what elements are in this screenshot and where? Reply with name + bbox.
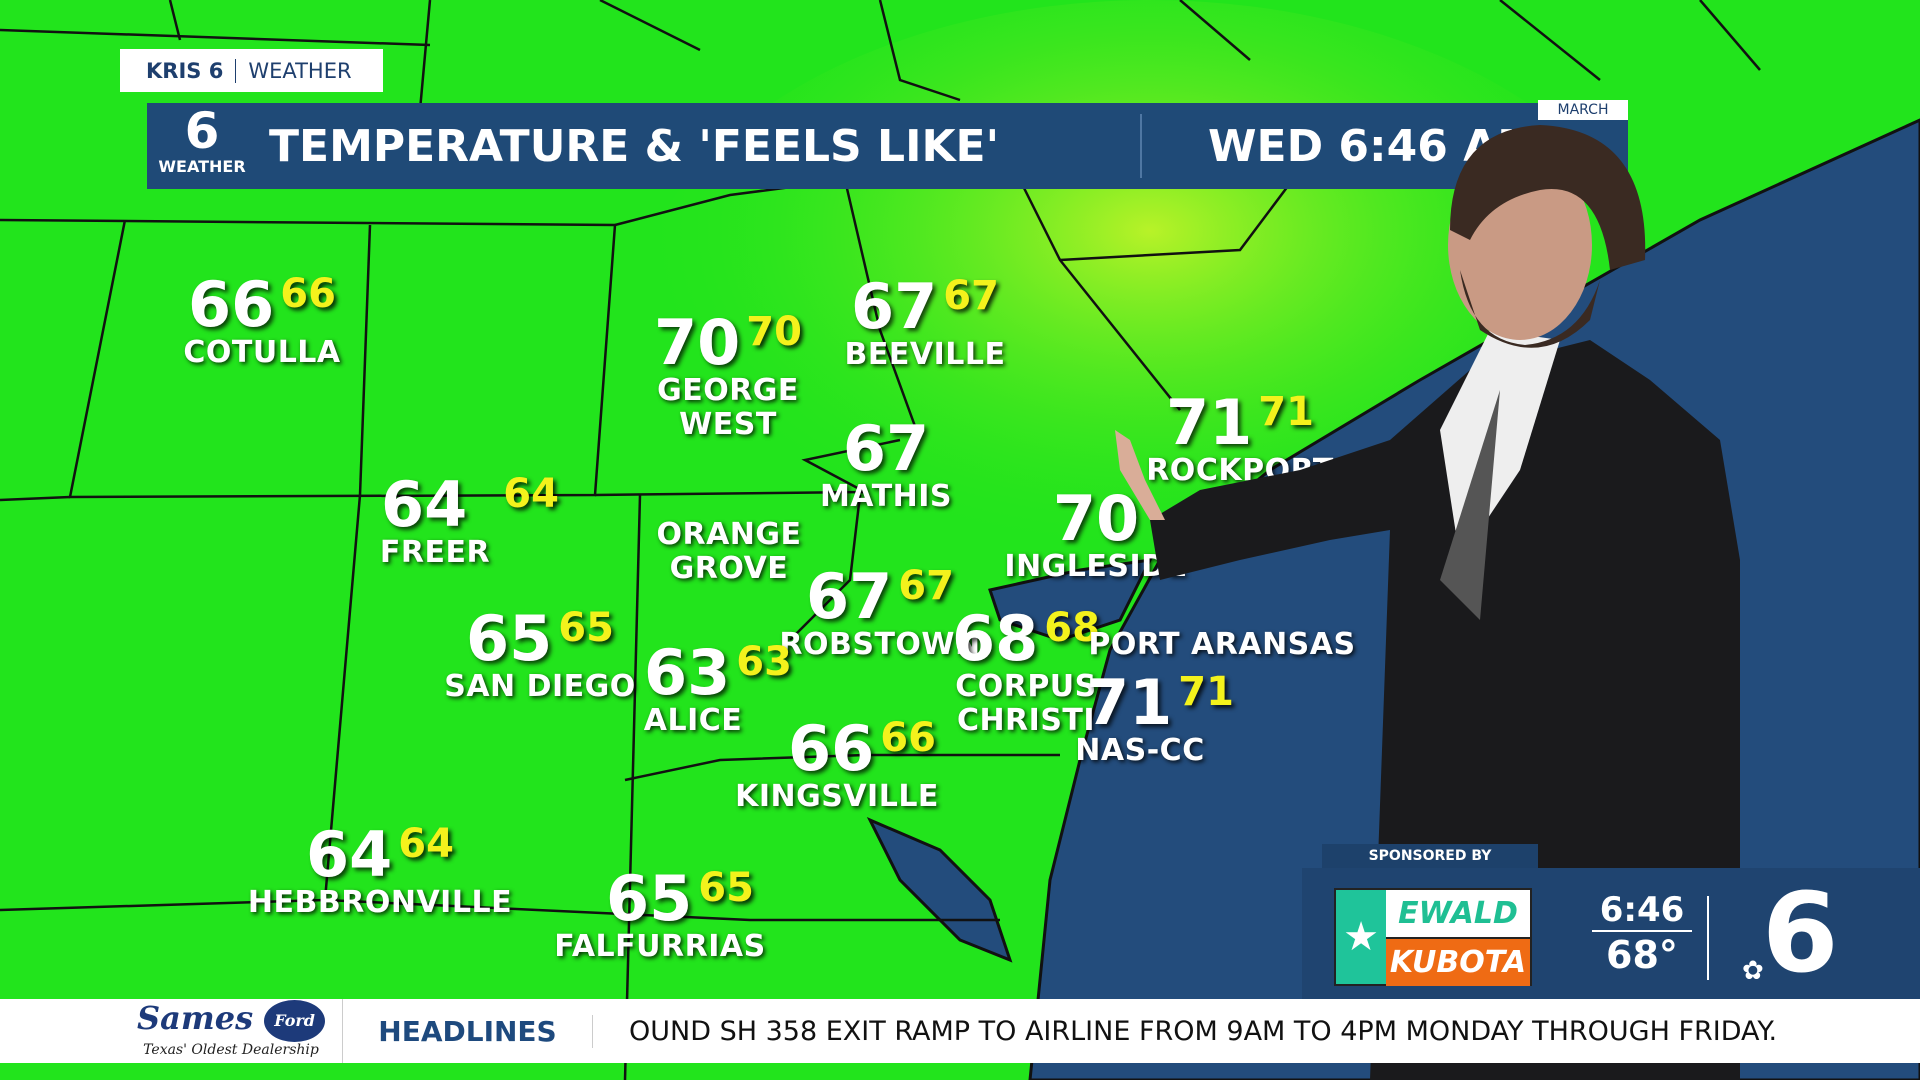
nbc-peacock-icon: ✿	[1742, 956, 1764, 986]
city-name: SAN DIEGO	[444, 669, 636, 704]
station-number: 6	[1762, 869, 1839, 997]
advertiser-tagline: Texas' Oldest Dealership	[143, 1041, 319, 1058]
city-freer: 64 64 FREER	[380, 474, 560, 570]
city-name: FREER	[379, 535, 491, 570]
temperature: 65	[606, 862, 693, 935]
temperature: 66	[188, 268, 275, 341]
news-ticker: Sames Ford Texas' Oldest Dealership HEAD…	[0, 999, 1920, 1063]
temperature: 65	[466, 602, 553, 675]
city-name: ROCKPORT	[1146, 453, 1334, 488]
day-time: WED 6:46 AM	[1208, 120, 1542, 172]
logo-label: WEATHER	[158, 157, 246, 176]
feels-like: 63	[736, 639, 792, 685]
station-name: KRIS 6	[146, 58, 224, 83]
temperature: 64	[381, 468, 468, 541]
divider	[1140, 114, 1142, 178]
page-title: TEMPERATURE & 'FEELS LIKE'	[269, 120, 1000, 172]
ford-badge: Ford	[264, 999, 325, 1042]
city-name: ROBSTOWN	[779, 627, 981, 662]
feels-like: 66	[880, 715, 936, 761]
city-san-diego: 65 65 SAN DIEGO	[444, 608, 636, 704]
temperature: 70	[654, 306, 741, 379]
city-port-aransas: PORT ARANSAS	[1088, 628, 1355, 662]
feels-like: 65	[698, 865, 754, 911]
city-nas-cc: 71 71 NAS-CC	[1075, 672, 1244, 768]
station-tab: KRIS 6 WEATHER	[120, 49, 383, 92]
sponsor-name-top: EWALD	[1386, 890, 1530, 937]
star-icon: ★	[1336, 890, 1386, 984]
city-name: ALICE	[643, 703, 743, 738]
sponsored-by-label: SPONSORED BY	[1322, 844, 1538, 868]
sponsor-name-bottom: KUBOTA	[1386, 937, 1530, 986]
section-name: WEATHER	[248, 58, 352, 83]
city-beeville: 67 67 BEEVILLE	[845, 276, 1006, 372]
sponsor-logo: ★ EWALD KUBOTA	[1334, 888, 1532, 986]
temperature: 64	[306, 818, 393, 891]
feels-like: 71	[1178, 669, 1234, 715]
feels-like: 67	[943, 273, 999, 319]
bay-water	[866, 558, 1153, 963]
feels-like: 71	[1258, 389, 1314, 435]
divider	[235, 58, 237, 83]
temperature: 67	[806, 560, 893, 633]
city-name: PORT ARANSAS	[1088, 627, 1356, 662]
advertiser-logo: Sames Ford Texas' Oldest Dealership	[120, 999, 343, 1063]
temperature: 63	[644, 636, 731, 709]
city-name: NAS-CC	[1075, 733, 1205, 768]
temperature: 68	[952, 602, 1039, 675]
temperature: 71	[1086, 666, 1173, 739]
title-banner: 6 WEATHER TEMPERATURE & 'FEELS LIKE' WED …	[147, 103, 1628, 189]
feels-like: 65	[558, 605, 614, 651]
city-orange-grove: ORANGE GROVE	[644, 518, 814, 586]
divider	[1707, 896, 1709, 980]
city-name: BEEVILLE	[844, 337, 1006, 372]
ticker-section: HEADLINES	[343, 1014, 593, 1048]
temperature: 70	[1052, 482, 1140, 555]
city-kingsville: 66 66 KINGSVILLE	[735, 718, 989, 814]
month-label: MARCH	[1538, 100, 1628, 120]
feels-like: 64	[503, 471, 559, 517]
city-rockport: 71 71 ROCKPORT	[1146, 392, 1334, 488]
city-cotulla: 66 66 COTULLA	[183, 274, 340, 370]
city-name: HEBBRONVILLE	[247, 885, 513, 920]
city-george-west: 70 70 GEORGE WEST	[643, 312, 813, 442]
current-temperature: 68°	[1606, 933, 1678, 977]
city-name: ORANGE GROVE	[656, 517, 802, 586]
city-name: GEORGE WEST	[657, 373, 799, 442]
temperature: 67	[851, 270, 938, 343]
temperature: 71	[1166, 386, 1253, 459]
current-conditions: 6:46 68°	[1592, 890, 1692, 978]
city-corpus-christi: 68 68 CORPUS CHRISTI	[941, 608, 1111, 738]
city-name: INGLESIDE	[1004, 549, 1188, 584]
city-name: FALFURRIAS	[554, 929, 766, 964]
ticker-text: OUND SH 358 EXIT RAMP TO AIRLINE FROM 9A…	[629, 1015, 1778, 1047]
station-logo: 6 WEATHER	[147, 103, 257, 189]
feels-like: 70	[746, 309, 802, 355]
city-falfurrias: 65 65 FALFURRIAS	[554, 868, 805, 964]
city-name: CORPUS CHRISTI	[955, 669, 1097, 738]
city-name: COTULLA	[183, 335, 341, 370]
current-time: 6:46	[1592, 890, 1692, 932]
advertiser-name: Sames	[137, 999, 254, 1037]
city-alice: 63 63 ALICE	[644, 642, 793, 738]
feels-like: 66	[280, 271, 336, 317]
feels-like: 68	[1044, 605, 1100, 651]
city-name: KINGSVILLE	[735, 779, 939, 814]
city-hebbronville: 64 64 HEBBRONVILLE	[248, 824, 512, 920]
feels-like: 67	[898, 563, 954, 609]
city-robstown: 67 67 ROBSTOWN	[779, 566, 980, 662]
temperature: 66	[788, 712, 875, 785]
city-ingleside: 70 INGLESIDE	[1004, 488, 1187, 584]
sponsor-panel: ★ EWALD KUBOTA 6:46 68° ✿ 6	[1302, 868, 1920, 999]
logo-number: 6	[184, 102, 220, 160]
city-name: MATHIS	[819, 479, 953, 514]
temperature: 67	[842, 412, 930, 485]
feels-like: 64	[398, 821, 454, 867]
city-mathis: 67 MATHIS	[820, 418, 952, 514]
